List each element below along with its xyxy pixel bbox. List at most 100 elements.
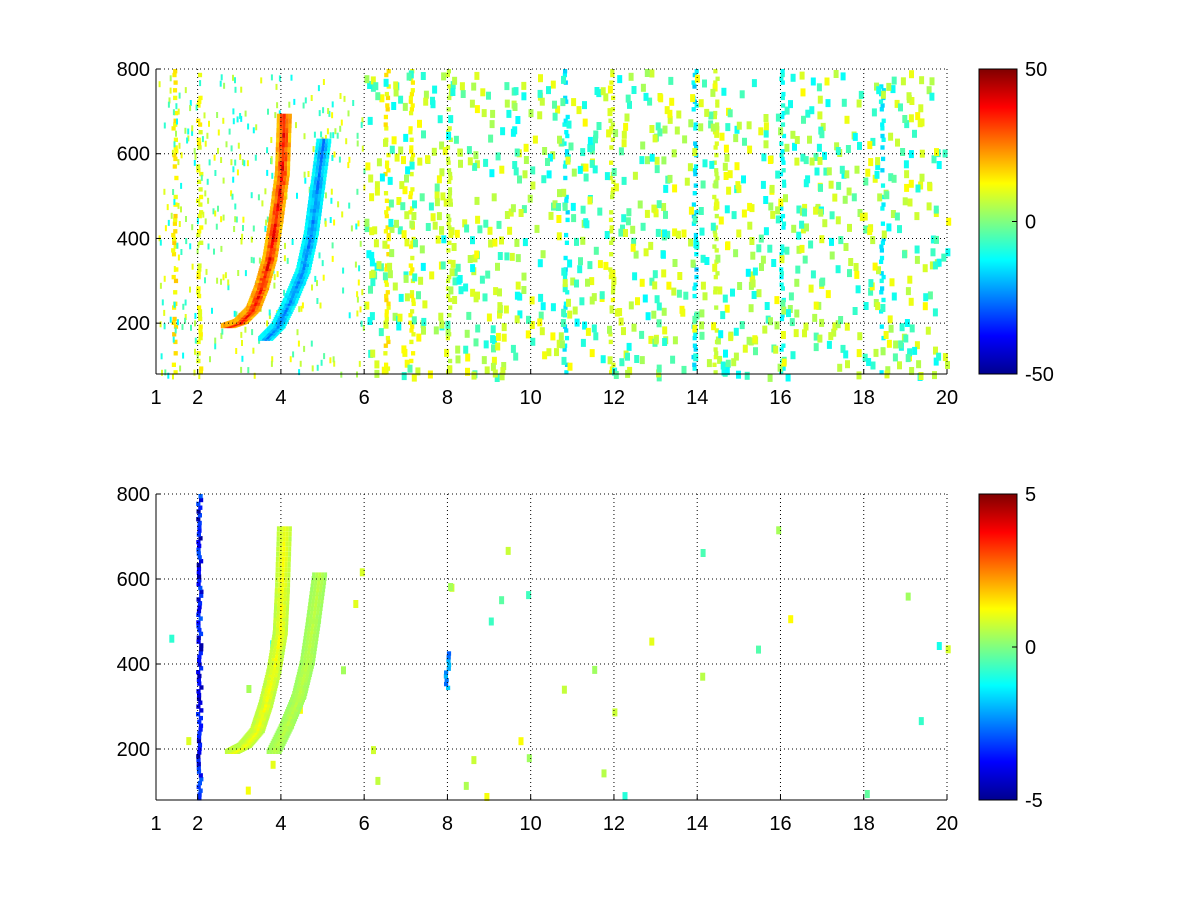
heatmap-cell-ridge-1: [303, 234, 306, 240]
heatmap-cell-speckle: [902, 250, 907, 259]
heatmap-cell-speckle: [286, 257, 289, 264]
heatmap-cell-column-9: [779, 282, 784, 287]
heatmap-cell-speckle: [163, 122, 166, 129]
heatmap-cell-speckle: [194, 348, 196, 355]
heatmap-cell-column-2: [385, 107, 390, 112]
heatmap-cell-column-1: [196, 765, 201, 770]
heatmap-cell-speckle: [932, 371, 937, 380]
heatmap-cell-speckle: [674, 126, 680, 135]
heatmap-cell-speckle: [203, 112, 206, 119]
heatmap-cell-column-3: [410, 156, 415, 162]
heatmap-cell-speckle: [373, 82, 379, 91]
heatmap-cell-ridge-0: [264, 243, 268, 249]
heatmap-cell-speckle: [793, 329, 799, 338]
heatmap-cell-column-1: [196, 639, 201, 644]
x-tick-label: 14: [686, 387, 708, 409]
heatmap-cell-speckle: [621, 176, 627, 185]
heatmap-cell-column-1: [198, 202, 203, 207]
heatmap-cell-speckle: [922, 264, 928, 273]
heatmap-cell-ridge-1: [316, 625, 320, 631]
heatmap-cell-speckle: [915, 112, 921, 121]
heatmap-cell-speckle: [747, 145, 753, 154]
heatmap-cell-speckle: [902, 197, 908, 206]
heatmap-cell-ridge-0: [288, 541, 292, 547]
heatmap-cell-speckle: [664, 106, 670, 115]
heatmap-cell-speckle: [774, 321, 780, 330]
heatmap-cell-column-3: [411, 152, 416, 158]
heatmap-cell-speckle: [805, 109, 811, 118]
heatmap-cell-column-3: [411, 236, 416, 242]
heatmap-cell-ridge-1: [308, 674, 312, 680]
heatmap-cell-speckle: [628, 72, 634, 81]
heatmap-cell-ridge-0: [287, 572, 291, 578]
heatmap-cell-column-8: [715, 99, 720, 104]
heatmap-cell-speckle: [369, 258, 375, 267]
heatmap-cell-speckle: [698, 207, 704, 215]
heatmap-cell-speckle: [888, 324, 894, 333]
heatmap-cell-ridge-0: [273, 240, 277, 246]
heatmap-cell-speckle: [241, 233, 244, 240]
heatmap-cell-ridge-0: [275, 249, 279, 255]
heatmap-cell-speckle: [364, 75, 370, 84]
heatmap-cell-ridge-0: [267, 224, 271, 230]
heatmap-cell-speckle: [452, 268, 458, 277]
heatmap-cell-column-5: [563, 69, 568, 74]
heatmap-cell-ridge-1: [307, 625, 311, 631]
heatmap-cell-speckle: [242, 216, 245, 223]
heatmap-cell-speckle: [233, 310, 236, 317]
heatmap-cell-ridge-1: [327, 142, 331, 148]
heatmap-cell-speckle: [562, 202, 568, 211]
heatmap-cell-speckle: [177, 202, 180, 209]
heatmap-cell-speckle: [710, 222, 716, 231]
heatmap-cell-ridge-1: [314, 622, 318, 628]
heatmap-cell-ridge-1: [315, 234, 318, 240]
heatmap-cell-ridge-1: [309, 211, 313, 217]
heatmap-cell-speckle: [946, 217, 952, 226]
heatmap-cell-speckle: [161, 369, 163, 376]
heatmap-cell-speckle: [257, 194, 260, 201]
heatmap-cell-column-1: [198, 328, 203, 333]
heatmap-cell-speckle: [554, 348, 559, 357]
heatmap-cell-ridge-0: [273, 688, 277, 694]
heatmap-cell-column-1: [198, 616, 203, 621]
heatmap-cell-ridge-0: [275, 227, 279, 233]
heatmap-cell-ridge-0: [272, 231, 276, 236]
heatmap-cell-ridge-1: [299, 265, 303, 270]
heatmap-cell-ridge-1: [314, 200, 317, 206]
heatmap-cell-column-9: [779, 141, 784, 146]
heatmap-cell-ridge-0: [275, 649, 279, 655]
heatmap-cell-speckle: [495, 152, 501, 161]
heatmap-cell-column-5: [563, 343, 568, 348]
heatmap-cell-column-8: [712, 194, 717, 200]
heatmap-cell-column-4: [446, 293, 451, 299]
heatmap-cell-ridge-1: [316, 587, 320, 593]
heatmap-cell-column-0: [444, 681, 449, 687]
heatmap-cell-speckle: [763, 227, 769, 236]
heatmap-cell-ridge-1: [304, 226, 308, 232]
heatmap-cell-speckle: [404, 174, 409, 183]
heatmap-cell-ridge-0: [277, 194, 281, 200]
heatmap-cell-column-2: [384, 309, 389, 314]
heatmap-cell-speckle: [506, 109, 512, 118]
heatmap-cell-ridge-1: [304, 268, 308, 274]
heatmap-cell-ridge-0: [282, 616, 286, 622]
heatmap-cell-ridge-1: [297, 682, 301, 688]
heatmap-cell-ridge-0: [278, 567, 282, 573]
heatmap-cell-ridge-1: [314, 196, 318, 202]
heatmap-cell-speckle: [471, 82, 477, 91]
heatmap-cell-column-8: [712, 362, 717, 367]
heatmap-cell-ridge-0: [276, 132, 280, 138]
heatmap-cell-ridge-0: [287, 156, 291, 162]
heatmap-cell-ridge-0: [282, 626, 285, 632]
heatmap-cell-speckle: [196, 352, 199, 359]
heatmap-cell-ridge-1: [298, 255, 302, 261]
heatmap-cell-ridge-0: [260, 694, 264, 700]
heatmap-cell-ridge-1: [306, 246, 310, 252]
heatmap-cell-ridge-0: [285, 619, 289, 625]
heatmap-cell-speckle: [552, 100, 557, 109]
heatmap-cell-speckle: [914, 341, 920, 350]
heatmap-cell-column-6: [608, 267, 613, 272]
heatmap-cell-ridge-0: [270, 221, 274, 227]
heatmap-cell-ridge-1: [312, 234, 315, 240]
heatmap-cell-column-4: [448, 171, 453, 177]
